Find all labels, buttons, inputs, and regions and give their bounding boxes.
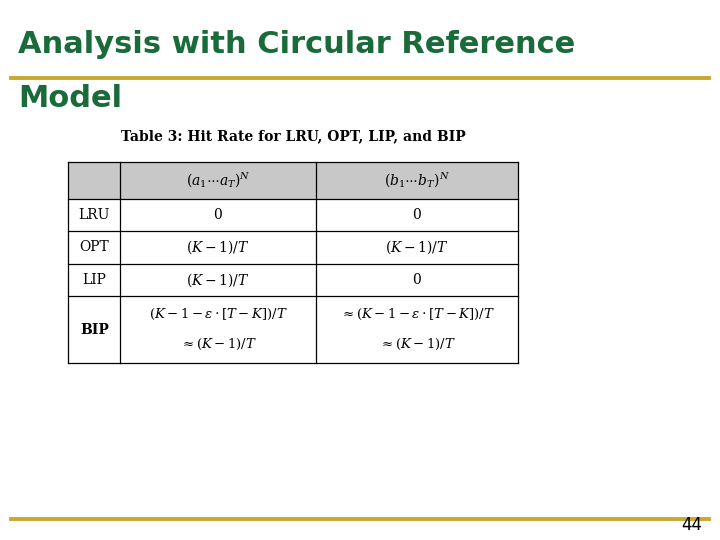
Text: $\approx(K-1)/T$: $\approx(K-1)/T$	[379, 337, 456, 352]
Text: Analysis with Circular Reference: Analysis with Circular Reference	[18, 30, 575, 59]
Text: $(K-1)/T$: $(K-1)/T$	[186, 239, 250, 256]
Text: OPT: OPT	[79, 240, 109, 254]
Text: $(a_1 \cdots a_T)^N$: $(a_1 \cdots a_T)^N$	[186, 171, 251, 190]
Text: $(K-1)/T$: $(K-1)/T$	[186, 271, 250, 288]
Text: $(b_1 \cdots b_T)^N$: $(b_1 \cdots b_T)^N$	[384, 171, 450, 190]
Text: $0$: $0$	[213, 207, 223, 222]
Text: BIP: BIP	[80, 323, 109, 336]
Text: $(K-1-\epsilon\cdot[T-K])/T$: $(K-1-\epsilon\cdot[T-K])/T$	[148, 307, 287, 322]
Text: $(K-1)/T$: $(K-1)/T$	[385, 239, 449, 256]
Text: $\approx(K-1-\epsilon\cdot[T-K])/T$: $\approx(K-1-\epsilon\cdot[T-K])/T$	[340, 307, 495, 322]
Text: $0$: $0$	[413, 272, 422, 287]
Text: Table 3: Hit Rate for LRU, OPT, LIP, and BIP: Table 3: Hit Rate for LRU, OPT, LIP, and…	[121, 129, 466, 143]
Text: LRU: LRU	[78, 208, 110, 222]
Text: $\approx(K-1)/T$: $\approx(K-1)/T$	[179, 337, 256, 352]
Text: LIP: LIP	[82, 273, 107, 287]
Text: Model: Model	[18, 84, 122, 113]
Text: $0$: $0$	[413, 207, 422, 222]
Text: 44: 44	[681, 516, 702, 534]
